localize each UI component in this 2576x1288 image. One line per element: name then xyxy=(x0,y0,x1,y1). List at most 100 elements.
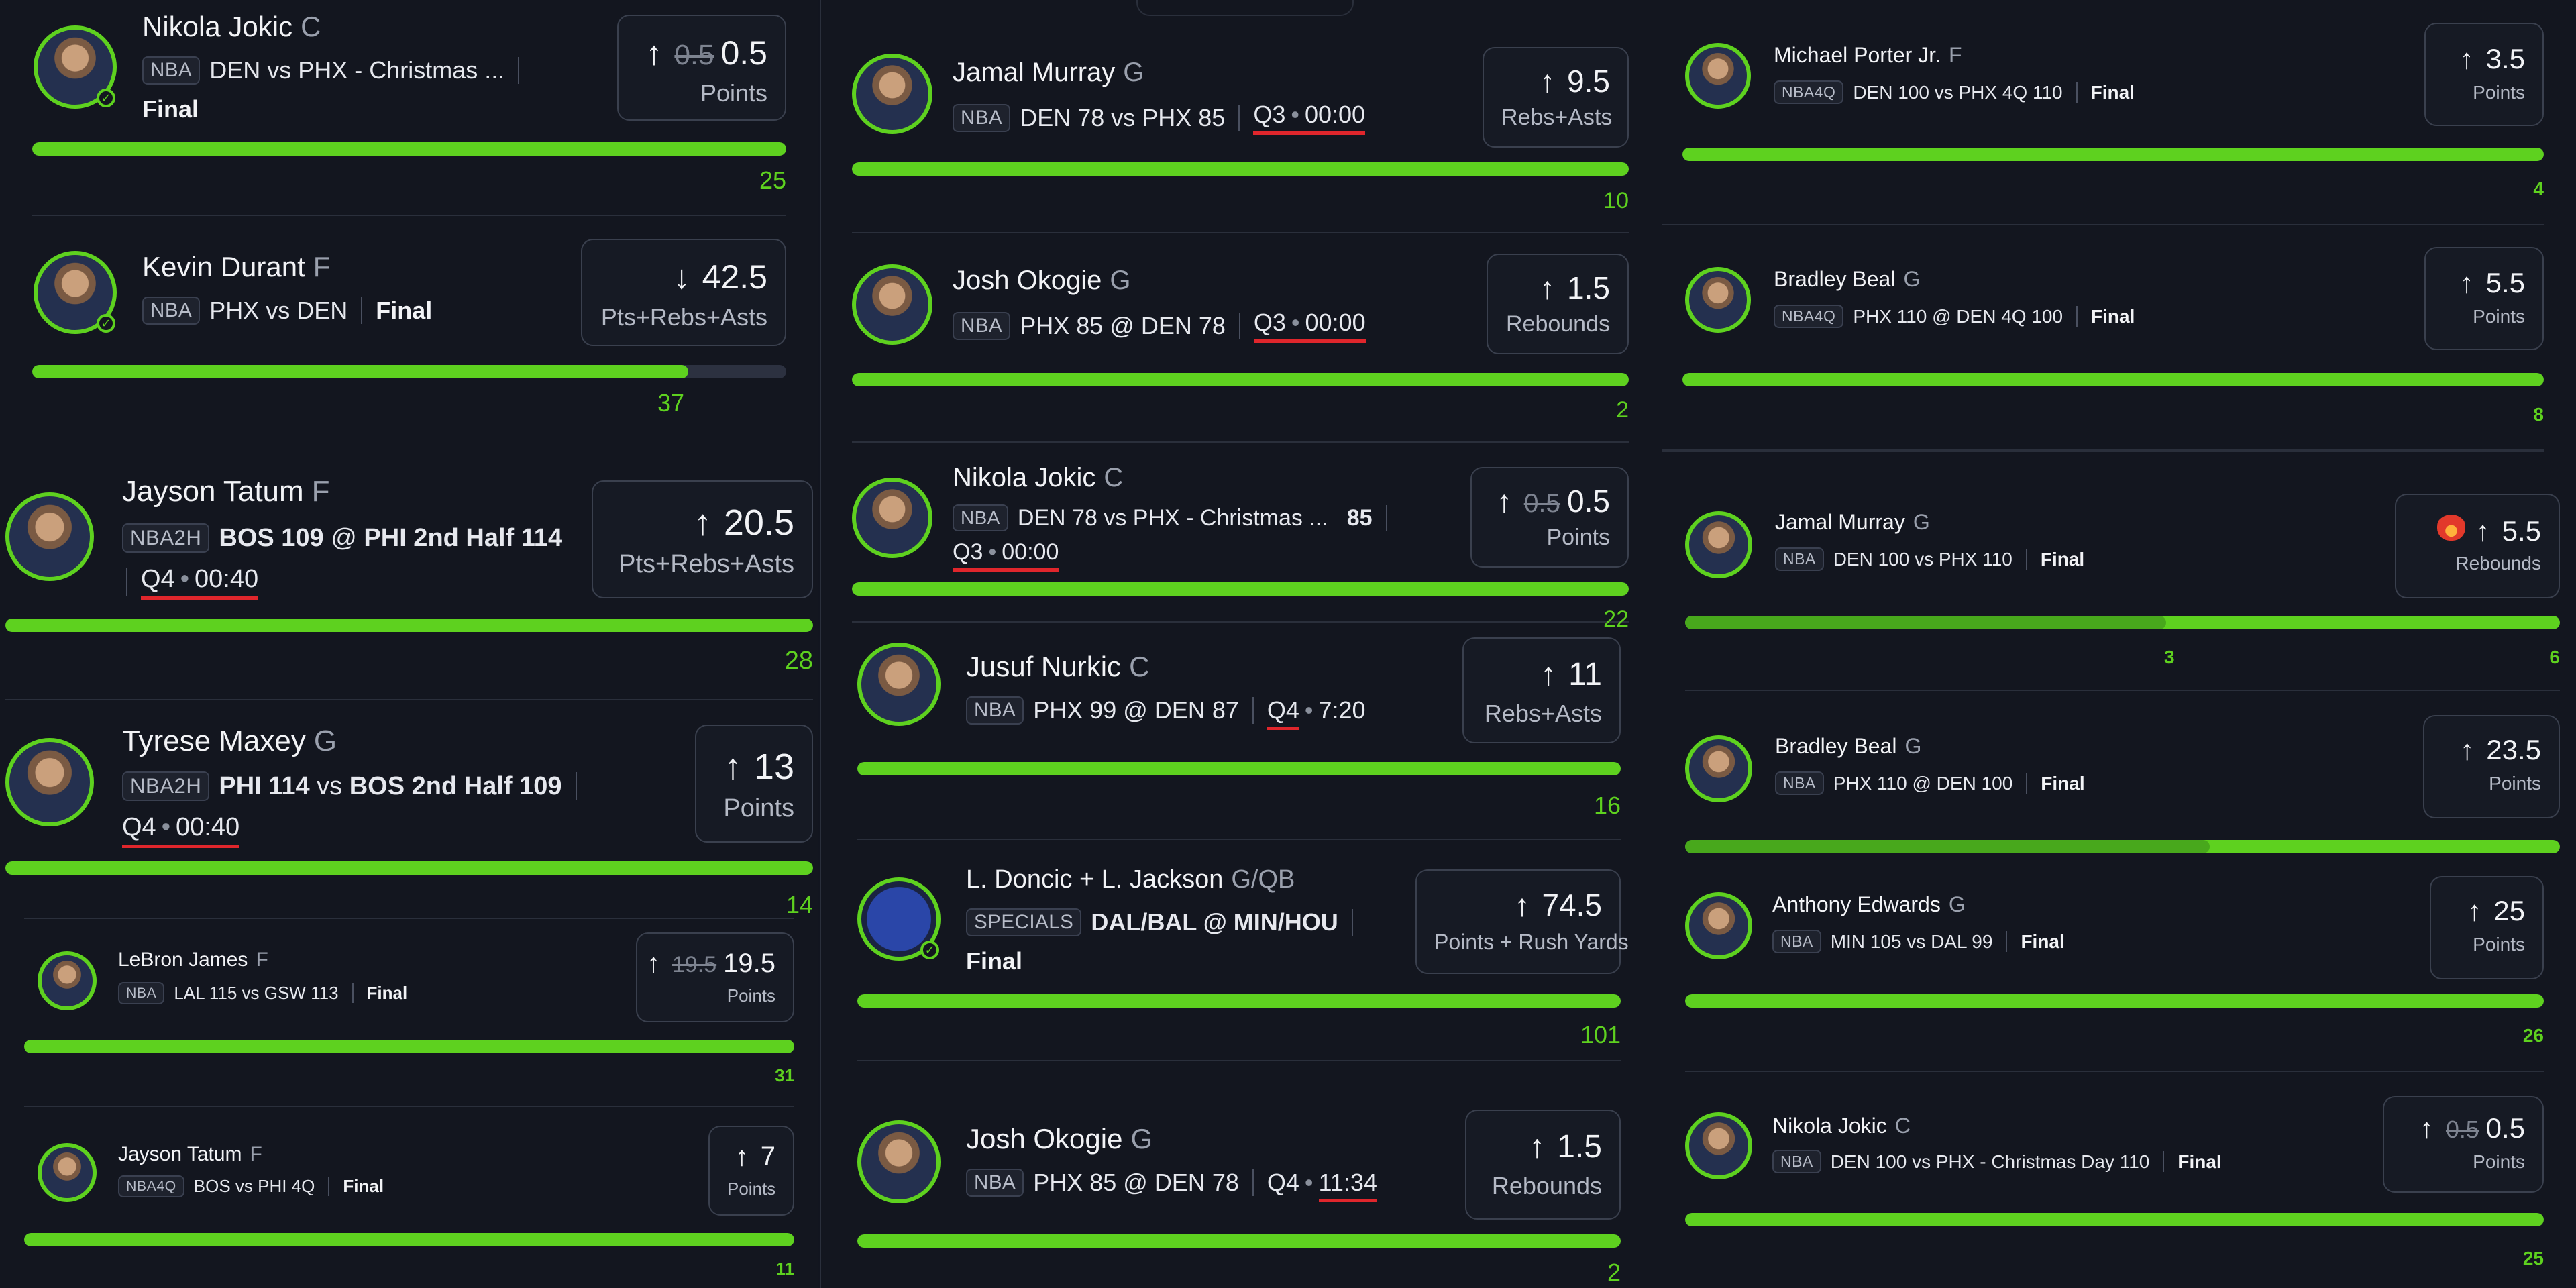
matchup: DEN 78 vs PHX 85 xyxy=(1020,103,1226,131)
pick-card[interactable]: LeBron James F NBA LAL 115 vs GSW 113 Final… xyxy=(24,918,794,1107)
stat-type: Points xyxy=(2473,934,2525,955)
progress-bar xyxy=(857,762,1621,775)
arrow-up-icon: ↑ xyxy=(1529,1129,1546,1165)
pick-card[interactable]: Jayson Tatum F NBA4Q BOS vs PHI 4Q Final ↑ 7… xyxy=(24,1106,794,1288)
pick-card[interactable]: Bradley Beal G NBA4Q PHX 110 @ DEN 4Q 100 F… xyxy=(1662,225,2544,452)
game-line: NBA DEN 78 vs PHX - Christmas ... 85 xyxy=(953,504,1401,531)
line-value: 0.5 xyxy=(1567,484,1610,519)
pick-card[interactable]: Tyrese Maxey G NBA2H PHI 114 vs BOS 2nd Ha… xyxy=(5,700,813,922)
pick-card[interactable]: ✓ Nikola Jokic C NBA DEN vs PHX - Christma… xyxy=(32,0,786,216)
pick-card[interactable]: Jamal Murray G NBA DEN 100 vs PHX 110 Final… xyxy=(1685,452,2560,691)
line-value: 74.5 xyxy=(1542,888,1602,922)
player-position: G xyxy=(1123,58,1144,87)
pick-card[interactable]: Michael Porter Jr. F NBA4Q DEN 100 vs PHX … xyxy=(1662,0,2544,225)
player-avatar xyxy=(1685,892,1752,959)
player-position: G xyxy=(313,724,337,757)
game-status: Final xyxy=(2021,930,2065,952)
pick-box[interactable]: ↑ 0.5 0.5 Points xyxy=(2383,1096,2544,1193)
arrow-up-icon: ↑ xyxy=(693,502,712,543)
pick-box[interactable]: ↑ 1.5 Rebounds xyxy=(1487,254,1629,354)
pick-box[interactable]: ↑ 3.5 Points xyxy=(2424,23,2544,126)
line-value: 9.5 xyxy=(1567,64,1610,99)
pick-box[interactable]: ↑ 23.5 Points xyxy=(2423,715,2560,818)
progress-bar xyxy=(857,1234,1621,1248)
game-line: NBA4Q DEN 100 vs PHX 4Q 110 Final xyxy=(1774,80,2135,104)
game-status: Final xyxy=(376,297,433,324)
player-position: G xyxy=(1948,892,1966,916)
game-line: NBA MIN 105 vs DAL 99 Final xyxy=(1772,930,2065,953)
player-position: F xyxy=(311,475,330,508)
pick-card[interactable]: Nikola Jokic C NBA DEN 78 vs PHX - Christm… xyxy=(852,443,1629,632)
pick-card[interactable]: Nikola Jokic C NBA DEN 100 vs PHX - Christ… xyxy=(1685,1072,2544,1288)
pick-card[interactable]: Jayson Tatum F NBA2H BOS 109 @ PHI 2nd Hal… xyxy=(5,456,813,700)
pick-box[interactable]: ↑ 5.5 Points xyxy=(2424,247,2544,350)
pick-box[interactable]: ↑ 9.5 Rebs+Asts xyxy=(1483,47,1629,148)
pick-box[interactable]: ↓ 42.5 Pts+Rebs+Asts xyxy=(581,239,786,346)
line-value: 1.5 xyxy=(1567,270,1610,305)
game-line: NBA4Q PHX 110 @ DEN 4Q 100 Final xyxy=(1774,305,2135,328)
player-name: Jayson Tatum F xyxy=(118,1143,262,1165)
player-avatar xyxy=(852,54,932,134)
matchup: DEN 78 vs PHX - Christmas ... xyxy=(1017,504,1328,531)
result-value: 25 xyxy=(2522,1248,2544,1269)
pick-card[interactable]: ✓ L. Doncic + L. Jackson G/QB SPECIALS DAL… xyxy=(857,840,1629,1059)
pick-box[interactable]: ↑ 1.5 Rebounds xyxy=(1465,1110,1621,1220)
matchup: PHX 110 @ DEN 100 xyxy=(1833,772,2013,794)
pick-card[interactable]: ✓ Kevin Durant F NBA PHX vs DEN Final ↓ 42.5… xyxy=(32,216,786,417)
pick-card[interactable]: Bradley Beal G NBA PHX 110 @ DEN 100 Final … xyxy=(1685,691,2560,853)
league-tag: NBA4Q xyxy=(118,1175,184,1197)
player-name: Jamal Murray G xyxy=(953,58,1144,87)
league-tag: SPECIALS xyxy=(966,908,1082,936)
matchup: MIN 105 vs DAL 99 xyxy=(1830,930,1993,952)
arrow-up-icon: ↑ xyxy=(2467,895,2482,926)
result-value: 2 xyxy=(1616,397,1629,423)
progress-bar xyxy=(24,1233,794,1246)
line-value: 5.5 xyxy=(2502,515,2541,547)
stat-type: Points xyxy=(727,1179,776,1199)
stat-type: Rebs+Asts xyxy=(1501,105,1613,130)
matchup: PHX 99 @ DEN 87 xyxy=(1033,696,1239,724)
pick-box[interactable]: ↑ 7 Points xyxy=(708,1126,794,1216)
player-position: C xyxy=(1104,463,1124,492)
pick-card[interactable]: Josh Okogie G NBA PHX 85 @ DEN 78 Q3 • 00:00 … xyxy=(852,233,1629,443)
player-position: C xyxy=(1894,1114,1911,1138)
arrow-up-icon: ↑ xyxy=(735,1142,749,1171)
league-tag: NBA xyxy=(1775,771,1824,795)
league-tag: NBA xyxy=(966,1169,1024,1197)
pick-box[interactable]: ↑ 13 Points xyxy=(695,724,813,843)
player-avatar xyxy=(857,1120,941,1203)
arrow-up-icon: ↑ xyxy=(2460,734,2475,765)
pick-card[interactable]: Jusuf Nurkic C NBA PHX 99 @ DEN 87 Q4 • 7:20 … xyxy=(857,623,1621,840)
player-position: C xyxy=(301,11,321,42)
pick-card[interactable]: Jamal Murray G NBA DEN 78 vs PHX 85 Q3 • 00:0… xyxy=(852,0,1629,233)
result-value: 14 xyxy=(786,891,813,918)
game-line: NBA PHX 110 @ DEN 100 Final xyxy=(1775,771,2085,795)
player-avatar xyxy=(1685,1112,1752,1179)
pick-box[interactable]: ↑ 11 Rebs+Asts xyxy=(1462,637,1621,743)
pick-box[interactable]: ↑ 5.5 Rebounds xyxy=(2395,494,2560,598)
game-status: Final xyxy=(2041,772,2085,794)
arrow-up-icon: ↑ xyxy=(1514,888,1530,922)
stat-type: Points xyxy=(2473,1151,2525,1172)
matchup: DEN vs PHX - Christmas ... xyxy=(209,56,505,84)
pick-box[interactable]: ↑ 20.5 Pts+Rebs+Asts xyxy=(592,480,813,598)
line-value: 13 xyxy=(753,747,794,787)
pick-card[interactable]: Josh Okogie G NBA PHX 85 @ DEN 78 Q4 • 11:34 … xyxy=(857,1060,1621,1288)
progress-bar xyxy=(24,1040,794,1053)
player-name: Josh Okogie G xyxy=(966,1123,1153,1155)
game-clock: Q4 • 11:34 xyxy=(1267,1169,1377,1202)
matchup: PHX vs DEN xyxy=(209,297,348,324)
pick-card[interactable]: Anthony Edwards G NBA MIN 105 vs DAL 99 Fin… xyxy=(1685,853,2544,1072)
pick-box[interactable]: ↑ 74.5 Points + Rush Yards xyxy=(1415,869,1629,974)
league-tag: NBA xyxy=(953,311,1011,340)
league-tag: NBA xyxy=(966,696,1024,724)
pick-box[interactable]: ↑ 0.5 0.5 Points xyxy=(1470,467,1629,568)
stat-type: Rebounds xyxy=(2455,553,2541,574)
matchup: PHX 110 @ DEN 4Q 100 xyxy=(1853,305,2063,327)
partial-value: 3 xyxy=(2164,647,2175,667)
pick-box[interactable]: ↑ 19.5 19.5 Points xyxy=(636,932,794,1022)
pick-box[interactable]: ↑ 25 Points xyxy=(2430,876,2544,979)
pick-box[interactable]: ↑ 0.5 0.5 Points xyxy=(617,15,786,121)
league-tag: NBA4Q xyxy=(1774,80,1844,104)
stat-type: Rebounds xyxy=(1505,311,1610,337)
